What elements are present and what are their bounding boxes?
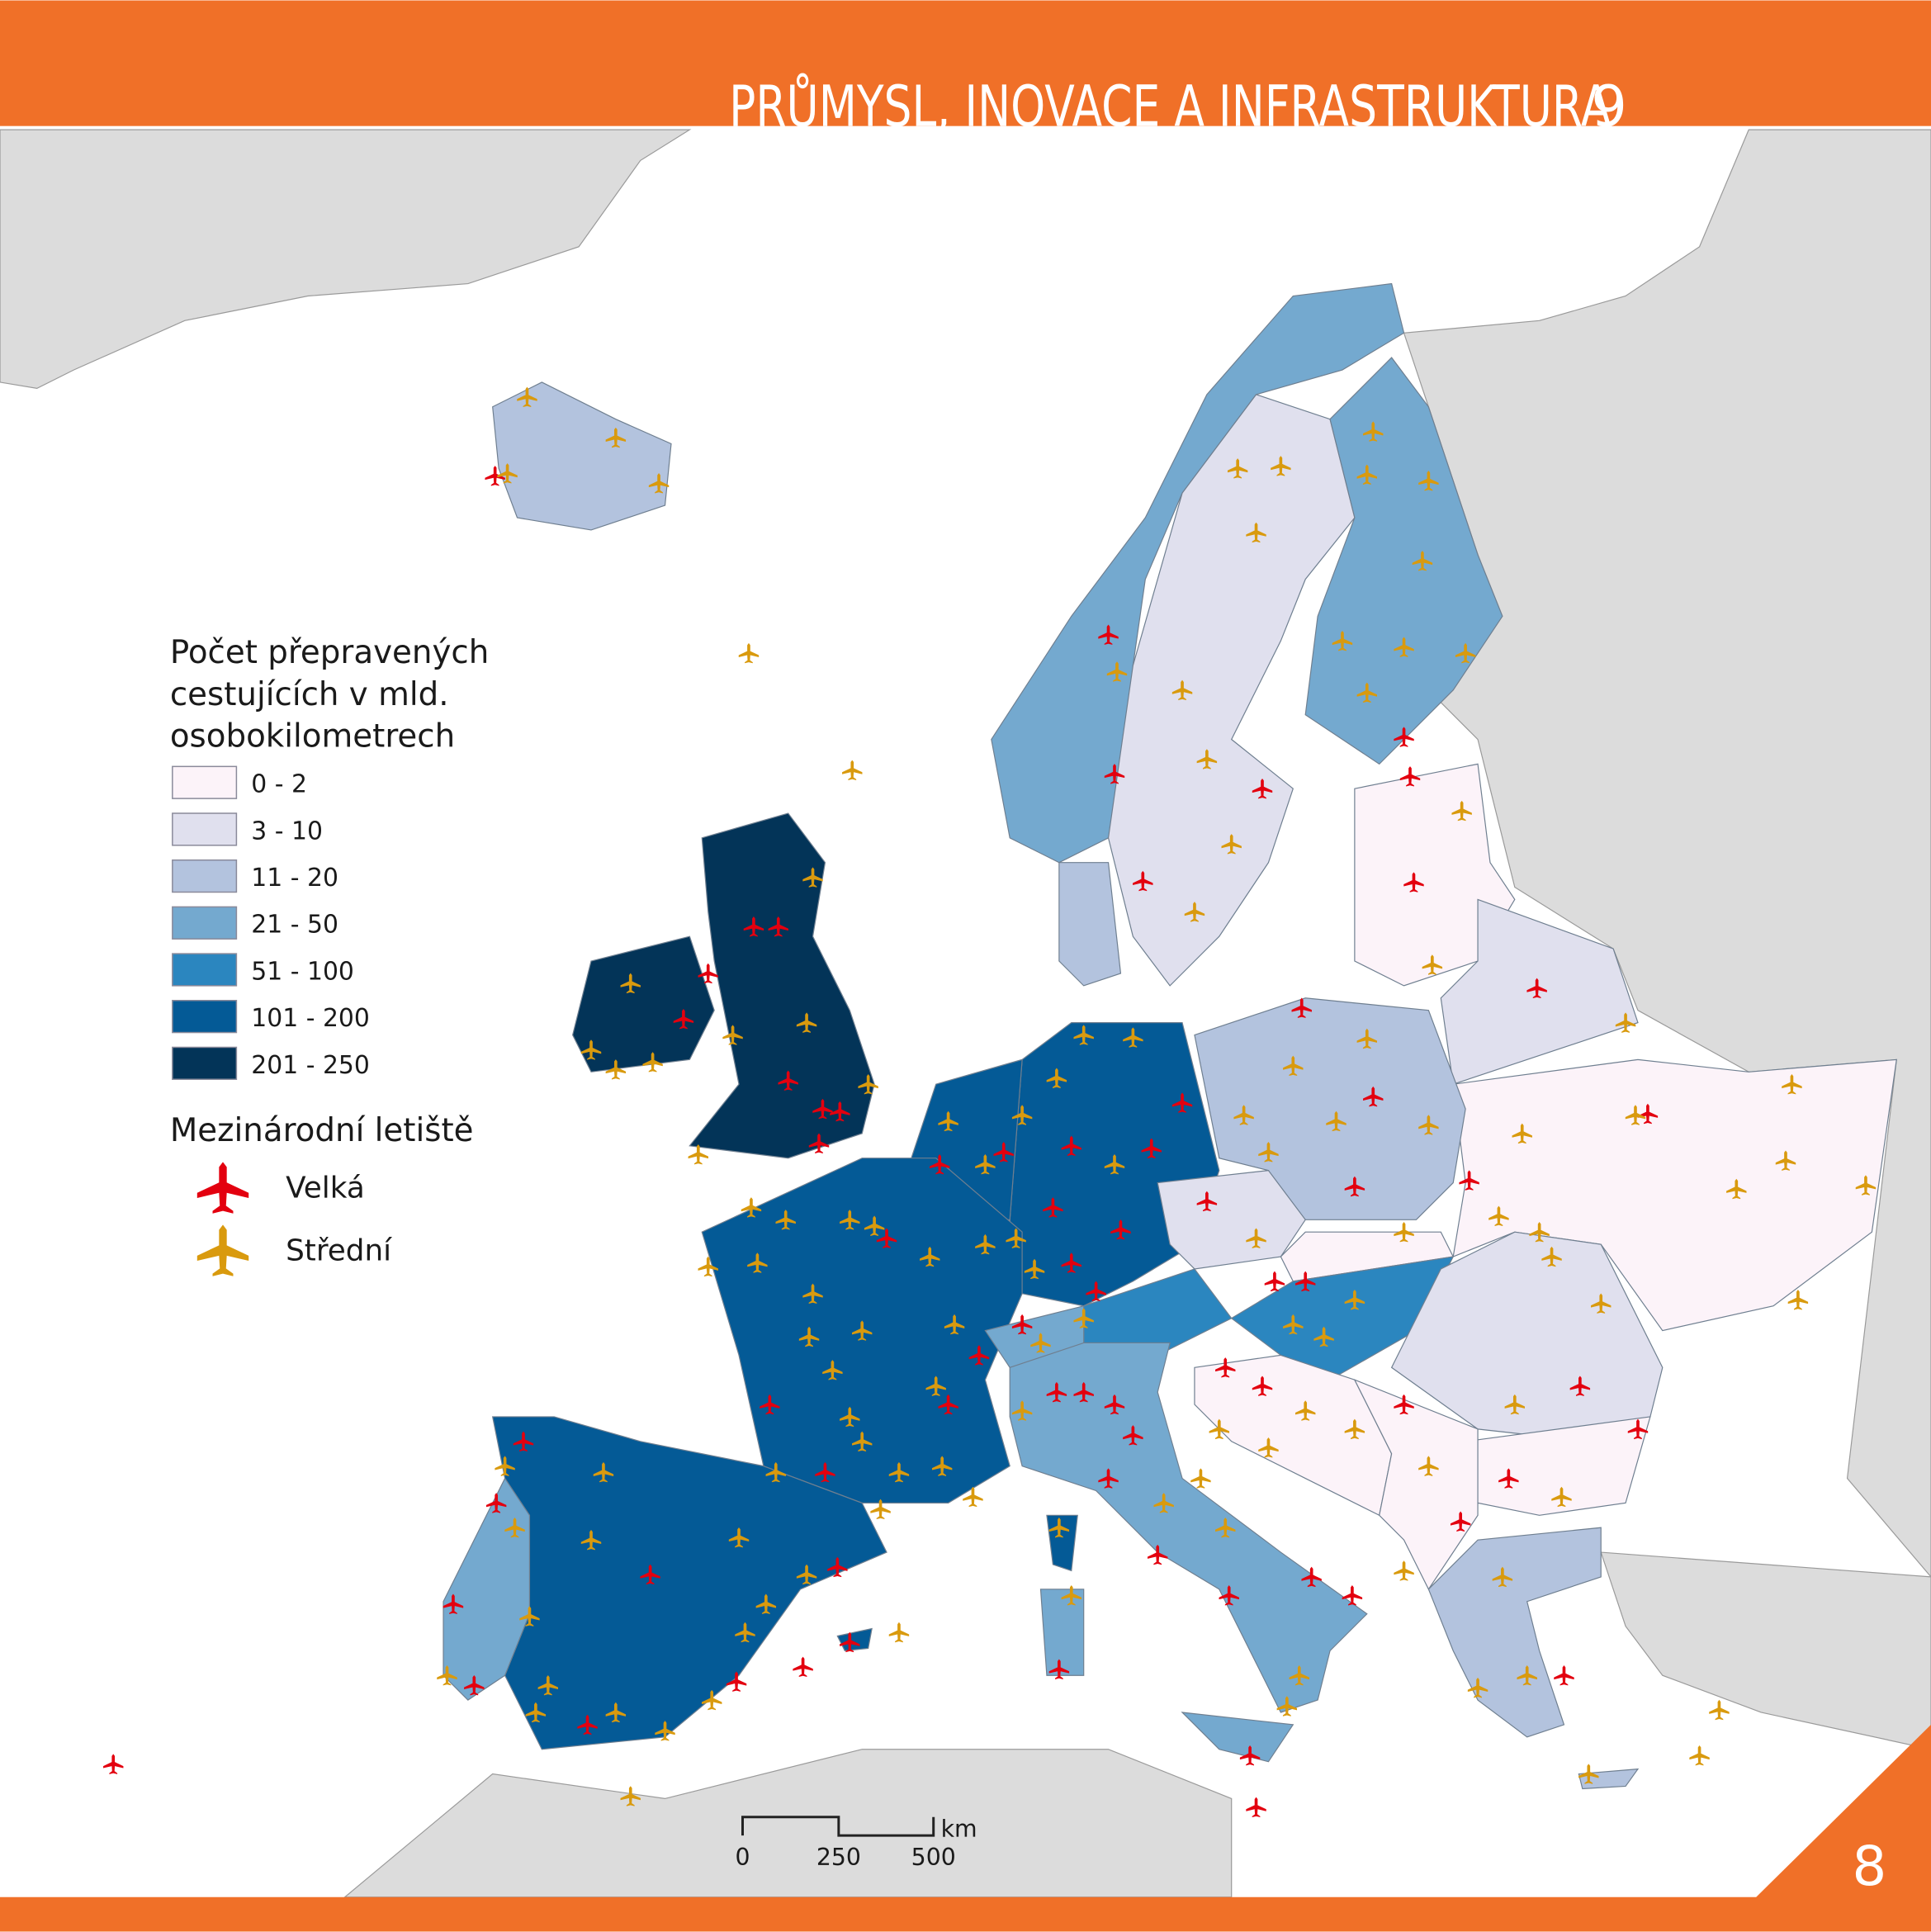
other-land (0, 129, 1931, 1898)
sweden (1107, 394, 1356, 987)
legend-airport-label: Velká (286, 1171, 365, 1205)
norway (991, 282, 1405, 864)
header-title-group: PRŮMYSL, INOVACE A INFRASTRUKTURA (729, 73, 1611, 140)
sardinia (1039, 1589, 1085, 1676)
greenland (0, 129, 692, 390)
legend-airport-label: Střední (286, 1234, 392, 1268)
legend-label: 201 - 250 (251, 1051, 370, 1080)
header-title: PRŮMYSL, INOVACE A INFRASTRUKTURA (729, 73, 1611, 140)
legend-swatch (172, 812, 238, 846)
scale-label: 500 (911, 1844, 956, 1871)
legend-label: 3 - 10 (251, 817, 323, 845)
legend-title: Počet přepravených (170, 634, 489, 671)
page-corner (1754, 1724, 1931, 1899)
header-bar (0, 0, 1931, 126)
airports-title: Mezinárodní letiště (170, 1112, 474, 1149)
scale-unit: km (941, 1816, 977, 1843)
legend-title: cestujících v mld. (170, 676, 449, 713)
scale-line (741, 1816, 935, 1837)
africa (343, 1749, 1233, 1898)
ireland (572, 935, 715, 1073)
footer-bar (0, 1896, 1931, 1932)
legend-label: 101 - 200 (251, 1004, 370, 1033)
legend-label: 51 - 100 (251, 957, 354, 986)
western-balkans (1353, 1379, 1479, 1590)
turkey (1600, 1551, 1931, 1750)
greece (1427, 1527, 1602, 1738)
iceland (492, 381, 672, 531)
legend-title: osobokilometrech (170, 717, 455, 755)
countries (443, 282, 1897, 1790)
scale-bar (741, 1816, 935, 1837)
legend-swatch (172, 1046, 238, 1080)
ukraine (1452, 1058, 1897, 1332)
sicily (1181, 1712, 1294, 1763)
legend-swatch (172, 906, 238, 940)
page-number: 8 (1853, 1835, 1887, 1898)
scale-label: 0 (735, 1844, 750, 1871)
legend: Počet přepravených cestujících v mld. os… (170, 634, 489, 1276)
legend-swatch (172, 765, 238, 799)
chapter-number: 9 (1591, 74, 1627, 140)
denmark (1058, 862, 1122, 987)
legend-swatch (172, 1000, 238, 1034)
legend-label: 21 - 50 (251, 911, 338, 940)
slovakia (1280, 1231, 1455, 1282)
italy (1009, 1342, 1368, 1713)
legend-swatch (172, 859, 238, 893)
russia (1403, 129, 1931, 1578)
poland (1194, 997, 1466, 1220)
legend-swatch (172, 953, 238, 987)
legend-label: 11 - 20 (251, 864, 338, 893)
mallorca (836, 1627, 873, 1652)
finland (1304, 357, 1503, 765)
scale-label: 250 (816, 1844, 861, 1871)
legend-label: 0 - 2 (251, 770, 307, 799)
